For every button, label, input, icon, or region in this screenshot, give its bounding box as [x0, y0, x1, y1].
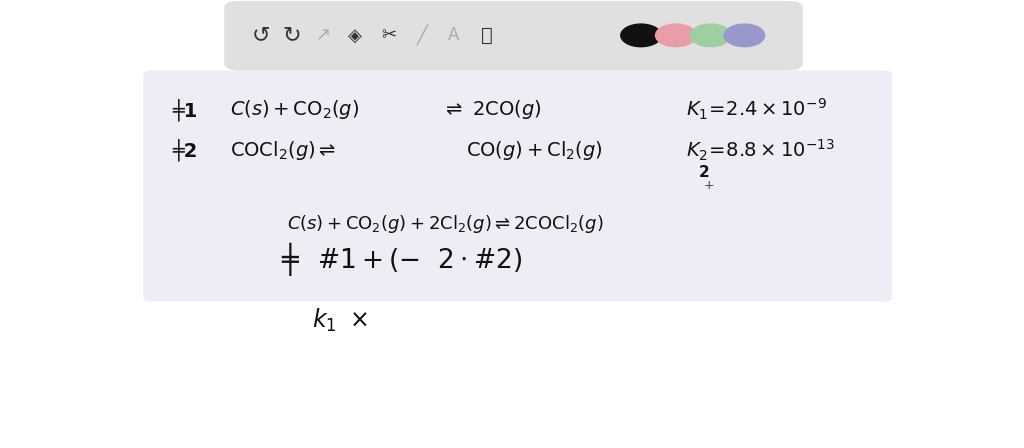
Ellipse shape [621, 24, 662, 47]
Ellipse shape [655, 24, 696, 47]
Text: ↺: ↺ [252, 26, 270, 45]
Ellipse shape [690, 24, 731, 47]
Text: ✂: ✂ [382, 26, 396, 44]
Text: ◈: ◈ [348, 26, 362, 44]
Text: ↻: ↻ [283, 26, 301, 45]
Text: ╱: ╱ [417, 25, 427, 46]
Text: $k_1\ \times$: $k_1\ \times$ [312, 307, 368, 334]
Text: ╪2: ╪2 [172, 139, 198, 161]
Text: $K_2\!=\!8.8\times10^{-13}$: $K_2\!=\!8.8\times10^{-13}$ [686, 138, 835, 163]
Text: ↗: ↗ [315, 26, 330, 44]
Text: A: A [447, 26, 460, 44]
Text: $\#1+(-\ \ 2\cdot\#2)$: $\#1+(-\ \ 2\cdot\#2)$ [317, 246, 522, 274]
Ellipse shape [724, 24, 765, 47]
Text: ╪1: ╪1 [172, 99, 198, 121]
Text: +: + [703, 179, 714, 193]
Text: ╪: ╪ [282, 243, 298, 276]
FancyBboxPatch shape [224, 1, 803, 70]
Text: 2: 2 [698, 165, 709, 180]
Text: $C(s) + \mathrm{CO_2}(g) + 2\mathrm{Cl_2}(g) \rightleftharpoons 2\mathrm{COCl_2}: $C(s) + \mathrm{CO_2}(g) + 2\mathrm{Cl_2… [287, 213, 603, 235]
Text: $\mathrm{COCl_2}(g) \rightleftharpoons$: $\mathrm{COCl_2}(g) \rightleftharpoons$ [230, 138, 337, 162]
Text: ⛾: ⛾ [480, 26, 493, 45]
Text: $\rightleftharpoons\ 2\mathrm{CO}(g)$: $\rightleftharpoons\ 2\mathrm{CO}(g)$ [442, 98, 542, 121]
Text: $\mathrm{CO}(g) + \mathrm{Cl_2}(g)$: $\mathrm{CO}(g) + \mathrm{Cl_2}(g)$ [466, 138, 603, 162]
Text: $K_1\!=\!2.4\times10^{-9}$: $K_1\!=\!2.4\times10^{-9}$ [686, 97, 826, 122]
Text: $C(s) + \mathrm{CO_2}(g)$: $C(s) + \mathrm{CO_2}(g)$ [230, 98, 359, 121]
FancyBboxPatch shape [143, 70, 892, 302]
